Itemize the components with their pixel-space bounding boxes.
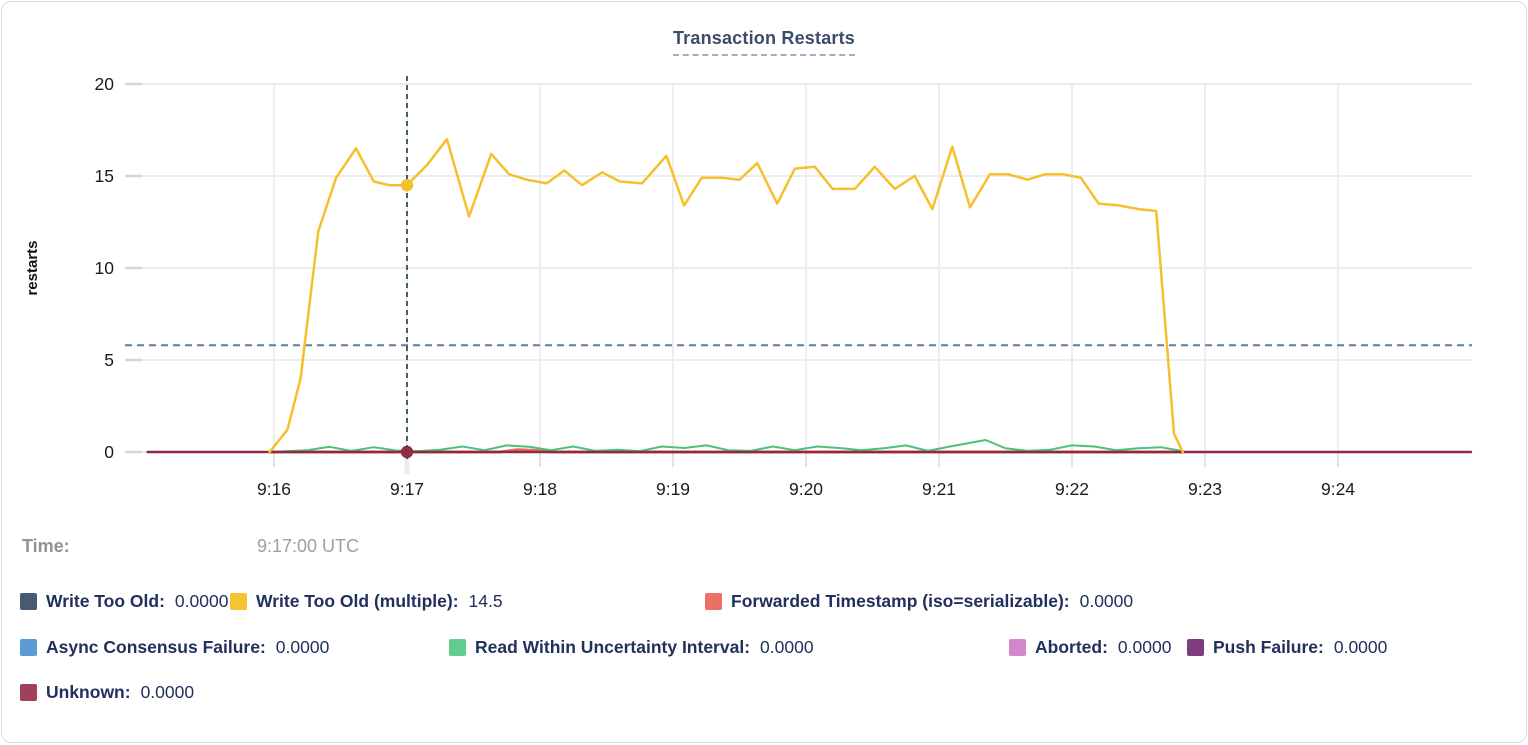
y-axis-title: restarts <box>23 240 41 296</box>
legend-item-unknown[interactable]: Unknown: 0.0000 <box>20 682 194 703</box>
legend-label: Async Consensus Failure: <box>46 637 266 657</box>
transaction-restarts-plot[interactable]: 0 5 10 15 20 9:16 9:17 9:18 9:19 9:20 9:21 9:22 9:23… <box>2 2 1527 514</box>
y-tick-label: 10 <box>95 258 115 278</box>
hover-dot-unknown <box>400 445 414 459</box>
y-tick-label: 0 <box>104 442 114 462</box>
legend-item-push-failure[interactable]: Push Failure: 0.0000 <box>1187 637 1387 658</box>
legend-swatch-async-consensus-failure <box>20 639 37 656</box>
hover-time-label: Time: <box>22 536 70 556</box>
x-tick-label: 9:19 <box>656 479 690 499</box>
x-tick-label: 9:18 <box>523 479 557 499</box>
hover-time-value: 9:17:00 UTC <box>257 536 360 556</box>
legend-swatch-write-too-old-multiple <box>230 593 247 610</box>
legend-value: 0.0000 <box>174 591 229 611</box>
chart-title-wrap: Transaction Restarts <box>2 28 1526 56</box>
x-tick-label: 9:24 <box>1321 479 1355 499</box>
legend-label: Push Failure: <box>1213 637 1324 657</box>
y-tick-label: 15 <box>95 166 114 186</box>
legend-value: 0.0000 <box>1333 637 1388 657</box>
legend-swatch-read-within-uncertainty-interval <box>449 639 466 656</box>
x-tick-label: 9:16 <box>257 479 291 499</box>
legend-value: 0.0000 <box>760 637 814 657</box>
legend-value: 0.0000 <box>275 637 330 657</box>
legend-value: 0.0000 <box>140 682 195 702</box>
legend-item-forwarded-timestamp[interactable]: Forwarded Timestamp (iso=serializable): … <box>705 591 1133 612</box>
chart-legend: Write Too Old: 0.0000 Write Too Old (mul… <box>2 591 1526 721</box>
legend-value: 0.0000 <box>1079 591 1134 611</box>
hover-dot-write-too-old-multiple <box>400 179 414 192</box>
legend-item-aborted[interactable]: Aborted: 0.0000 <box>1009 637 1171 658</box>
legend-swatch-unknown <box>20 684 37 701</box>
legend-value: 14.5 <box>468 591 503 611</box>
x-tick-label: 9:21 <box>922 479 956 499</box>
legend-label: Write Too Old: <box>46 591 165 611</box>
legend-swatch-forwarded-timestamp <box>705 593 722 610</box>
legend-label: Forwarded Timestamp (iso=serializable): <box>731 591 1070 611</box>
hover-time-row: Time: 9:17:00 UTC <box>2 536 1526 562</box>
legend-item-write-too-old-multiple[interactable]: Write Too Old (multiple): 14.5 <box>230 591 503 612</box>
y-tick-label: 20 <box>95 74 115 94</box>
y-tick-label: 5 <box>104 350 114 370</box>
legend-item-read-within-uncertainty-interval[interactable]: Read Within Uncertainty Interval: 0.0000 <box>449 637 814 658</box>
legend-item-write-too-old[interactable]: Write Too Old: 0.0000 <box>20 591 228 612</box>
x-tick-label: 9:23 <box>1188 479 1222 499</box>
legend-swatch-write-too-old <box>20 593 37 610</box>
legend-label: Unknown: <box>46 682 131 702</box>
chart-title[interactable]: Transaction Restarts <box>672 28 856 56</box>
legend-item-async-consensus-failure[interactable]: Async Consensus Failure: 0.0000 <box>20 637 329 658</box>
legend-label: Aborted: <box>1035 637 1108 657</box>
legend-swatch-push-failure <box>1187 639 1204 656</box>
x-tick-label: 9:22 <box>1055 479 1089 499</box>
legend-label: Read Within Uncertainty Interval: <box>475 637 751 657</box>
x-tick-label: 9:17 <box>390 479 424 499</box>
x-tick-label: 9:20 <box>789 479 823 499</box>
legend-value: 0.0000 <box>1117 637 1172 657</box>
legend-swatch-aborted <box>1009 639 1026 656</box>
legend-label: Write Too Old (multiple): <box>256 591 459 611</box>
